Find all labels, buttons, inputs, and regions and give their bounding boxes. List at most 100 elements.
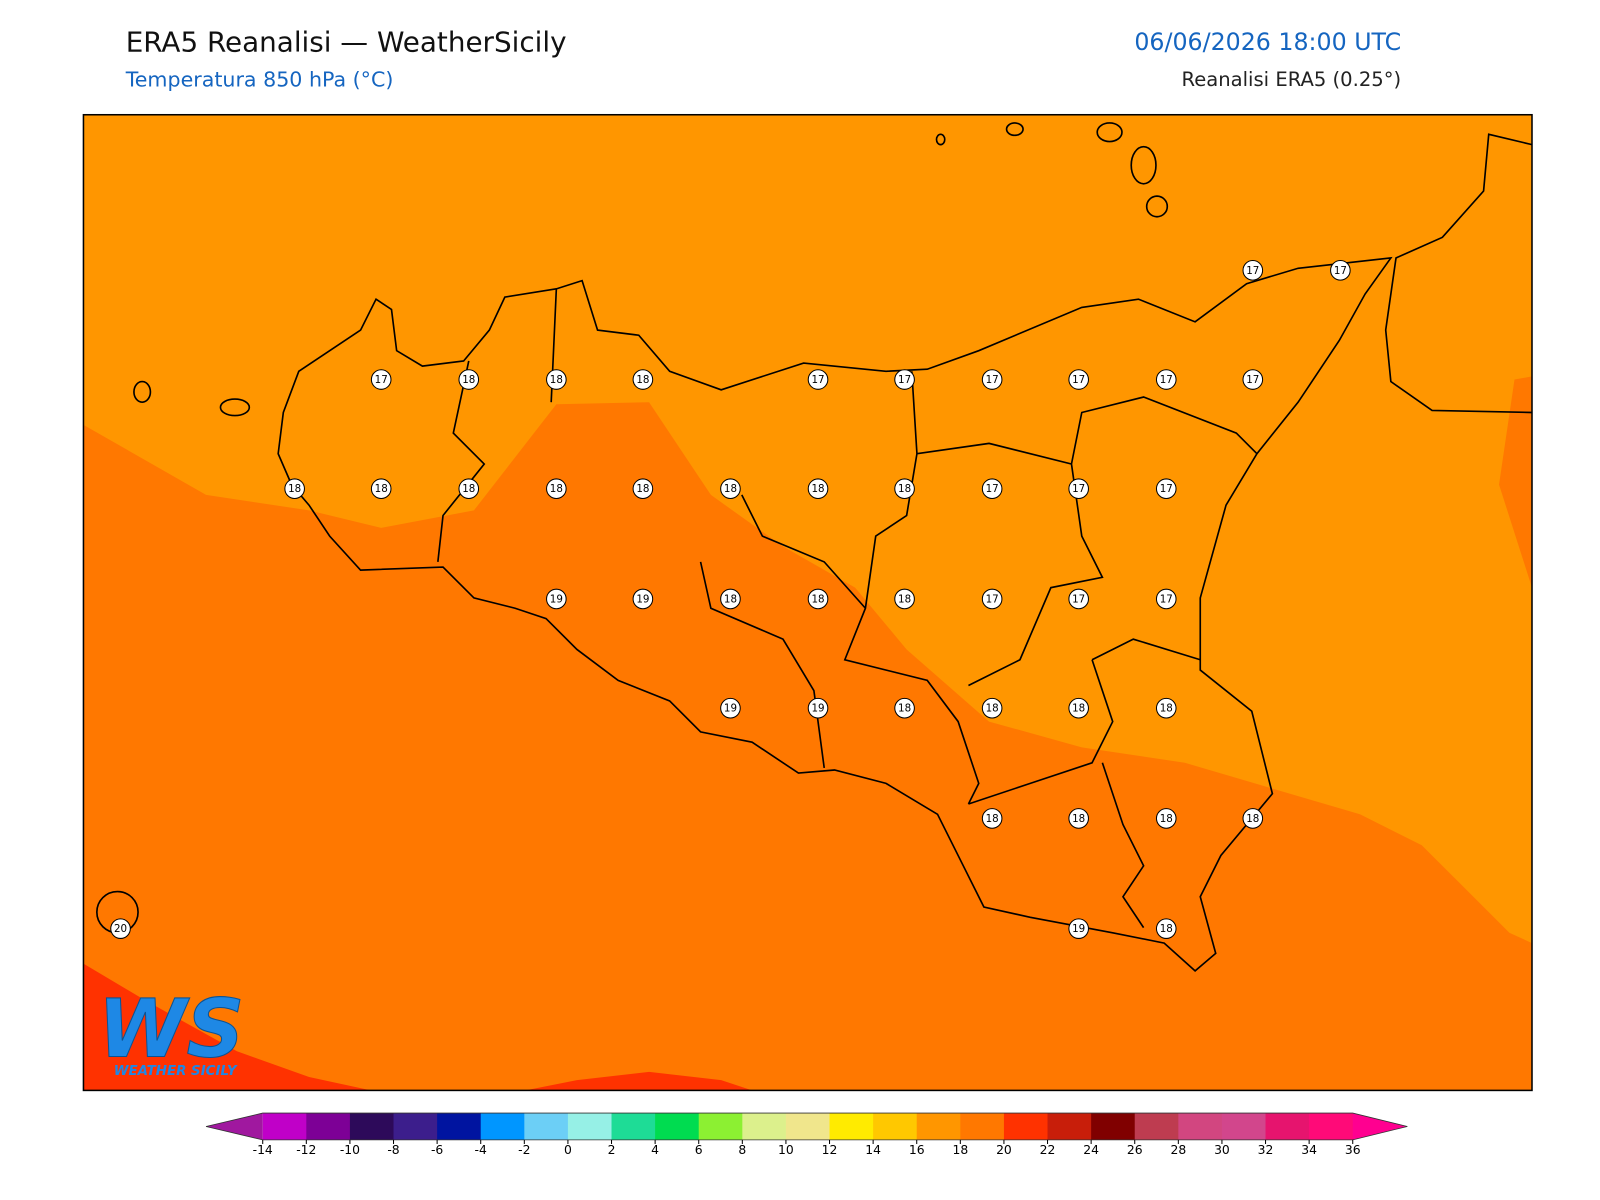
station: 19 bbox=[632, 588, 654, 610]
station-marker bbox=[546, 369, 567, 390]
colorbar-segment bbox=[655, 1113, 700, 1140]
station: 18 bbox=[807, 478, 829, 500]
station: 18 bbox=[894, 588, 915, 610]
station: 18 bbox=[284, 478, 305, 500]
station-marker bbox=[1068, 918, 1089, 939]
subtitle: Temperatura 850 hPa (°C) bbox=[125, 68, 394, 92]
station-value: 17 bbox=[1160, 483, 1173, 495]
colorbar-under bbox=[206, 1113, 263, 1140]
station-marker bbox=[458, 369, 480, 390]
station-value: 17 bbox=[1072, 593, 1085, 605]
station-marker bbox=[1068, 697, 1089, 719]
station: 17 bbox=[981, 369, 1003, 390]
title: ERA5 Reanalisi — WeatherSicily bbox=[126, 26, 567, 59]
station: 18 bbox=[458, 369, 480, 390]
coastline bbox=[96, 122, 1533, 972]
station-marker bbox=[807, 478, 829, 500]
station-marker bbox=[546, 478, 567, 500]
station-marker bbox=[370, 369, 392, 390]
station: 17 bbox=[1242, 369, 1264, 390]
colorbar-segment bbox=[1309, 1113, 1354, 1140]
colorbar-tick-label: 30 bbox=[1214, 1143, 1230, 1157]
station-marker bbox=[1155, 588, 1177, 610]
colorbar-segment bbox=[1047, 1113, 1092, 1140]
station-marker bbox=[894, 478, 915, 500]
colorbar-segment bbox=[873, 1113, 918, 1140]
station-value: 18 bbox=[1246, 813, 1259, 825]
colorbar-tick-label: 2 bbox=[608, 1143, 616, 1157]
colorbar-segment bbox=[1178, 1113, 1223, 1140]
station-marker bbox=[1155, 697, 1177, 719]
station: 19 bbox=[807, 697, 829, 719]
colorbar-tick-label: 14 bbox=[865, 1143, 881, 1157]
station-marker bbox=[1068, 808, 1089, 829]
station: 18 bbox=[807, 588, 829, 610]
colorbar-segment bbox=[916, 1113, 961, 1140]
station-value: 19 bbox=[550, 593, 563, 605]
station-marker bbox=[1155, 808, 1177, 829]
station-marker bbox=[981, 369, 1003, 390]
colorbar-tick-label: 12 bbox=[822, 1143, 838, 1157]
station: 18 bbox=[720, 588, 741, 610]
station-value: 19 bbox=[724, 703, 737, 715]
station-marker bbox=[1068, 478, 1089, 500]
station-value: 17 bbox=[1160, 593, 1173, 605]
station-value: 17 bbox=[1246, 265, 1259, 277]
station: 18 bbox=[1068, 808, 1089, 829]
station-marker bbox=[284, 478, 305, 500]
station-marker bbox=[1155, 478, 1177, 500]
station-value: 17 bbox=[375, 374, 388, 386]
colorbar-segment bbox=[1265, 1113, 1310, 1140]
station: 17 bbox=[807, 369, 829, 390]
station-marker bbox=[546, 588, 567, 610]
colorbar-tick-label: -12 bbox=[296, 1143, 316, 1157]
logo-name: WEATHER SICILY bbox=[114, 1064, 238, 1079]
station-marker bbox=[1068, 588, 1089, 610]
station-value: 18 bbox=[724, 593, 737, 605]
station-marker bbox=[1330, 260, 1351, 281]
map-frame bbox=[82, 113, 1533, 1092]
station-value: 18 bbox=[550, 374, 563, 386]
station: 17 bbox=[1330, 260, 1351, 281]
station: 18 bbox=[1242, 808, 1264, 829]
station-value: 18 bbox=[1072, 703, 1085, 715]
station-marker bbox=[110, 918, 131, 939]
station-value: 19 bbox=[1072, 923, 1085, 935]
station-value: 18 bbox=[1072, 813, 1085, 825]
colorbar-segment bbox=[1003, 1113, 1049, 1140]
colorbar-segment bbox=[262, 1113, 307, 1140]
colorbar-tick-label: 18 bbox=[952, 1143, 968, 1157]
station: 18 bbox=[981, 697, 1003, 719]
colorbar-segment bbox=[349, 1113, 395, 1140]
station-values: 17 17 17 18 18 18 17 17 17 17 17 17 18 18 18 18 18 18 18 18… bbox=[110, 260, 1351, 939]
station-marker bbox=[632, 369, 654, 390]
colorbar-tick-label: -8 bbox=[387, 1143, 399, 1157]
colorbar-tick-label: -2 bbox=[518, 1143, 530, 1157]
colorbar-tick-label: -4 bbox=[475, 1143, 487, 1157]
station-value: 17 bbox=[898, 374, 911, 386]
station: 17 bbox=[1068, 478, 1089, 500]
station: 18 bbox=[370, 478, 392, 500]
colorbar-tick-label: 16 bbox=[909, 1143, 925, 1157]
station-value: 18 bbox=[811, 593, 824, 605]
station-value: 17 bbox=[1160, 374, 1173, 386]
station-value: 18 bbox=[288, 483, 301, 495]
colorbar-segment bbox=[480, 1113, 525, 1140]
station-value: 18 bbox=[898, 593, 911, 605]
colorbar-tick-label: 0 bbox=[564, 1143, 572, 1157]
colorbar-segment bbox=[742, 1113, 787, 1140]
station-marker bbox=[1242, 369, 1264, 390]
colorbar-tick-label: 4 bbox=[651, 1143, 659, 1157]
station-value: 19 bbox=[636, 593, 649, 605]
station-value: 17 bbox=[986, 374, 999, 386]
station: 18 bbox=[894, 697, 915, 719]
station: 18 bbox=[1155, 697, 1177, 719]
station: 19 bbox=[720, 697, 741, 719]
colorbar-segment bbox=[306, 1113, 351, 1140]
logo-mark: WS bbox=[98, 981, 245, 1075]
station-value: 18 bbox=[462, 483, 475, 495]
station-value: 17 bbox=[1246, 374, 1259, 386]
station-marker bbox=[1242, 808, 1264, 829]
colorbar-tick-label: -10 bbox=[340, 1143, 360, 1157]
